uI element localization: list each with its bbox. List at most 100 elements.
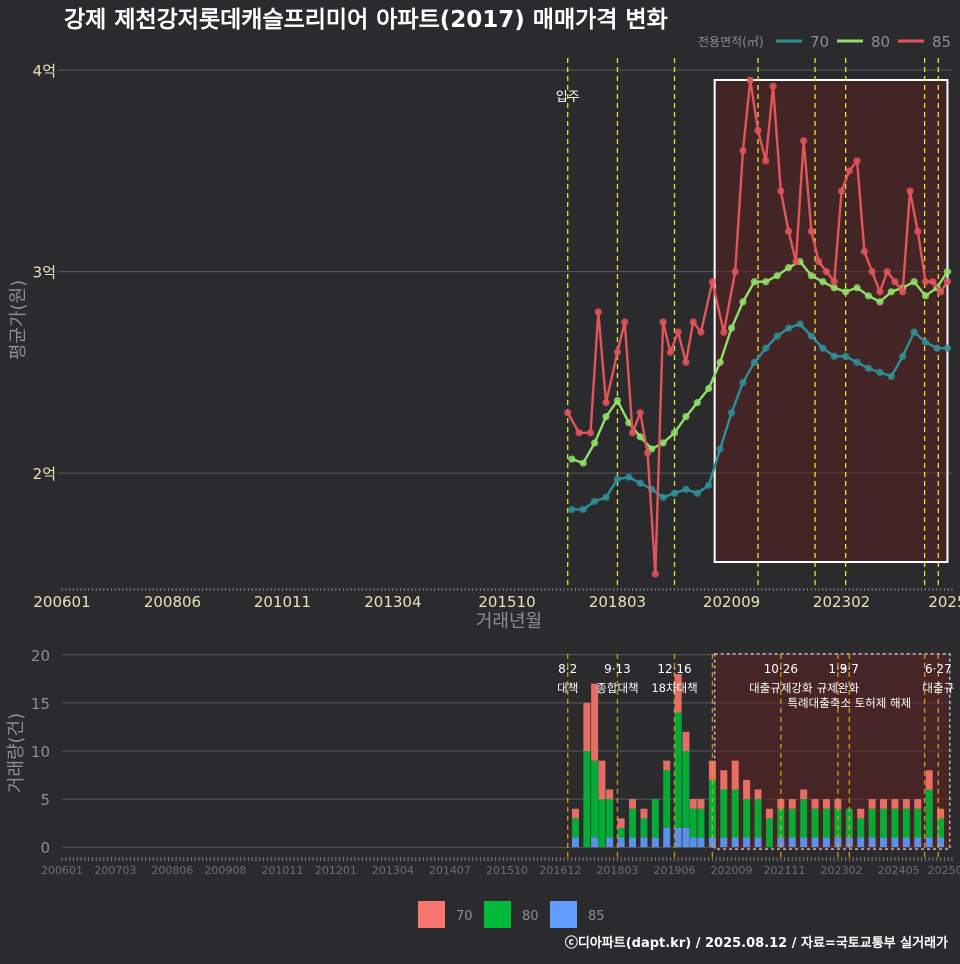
data-point-85 (575, 429, 583, 437)
data-point-85 (899, 288, 907, 296)
data-point-70 (807, 332, 816, 340)
volume-bar-85 (834, 837, 842, 848)
lower-y-axis-title: 거래량(건) (6, 713, 27, 793)
data-point-80 (602, 413, 610, 421)
data-point-80 (943, 268, 952, 276)
volume-bar-80 (788, 808, 796, 838)
bottom-legend-swatch-85 (550, 901, 577, 928)
data-point-80 (910, 278, 918, 286)
volume-bar-85 (629, 837, 637, 848)
data-point-70 (636, 479, 644, 487)
volume-bar-85 (880, 837, 888, 848)
data-point-85 (769, 82, 777, 90)
volume-bar-85 (720, 837, 728, 848)
data-point-85 (914, 227, 922, 235)
lower-y-tick-label: 20 (31, 647, 50, 665)
data-point-80 (750, 278, 758, 286)
policy-name-label: 종합대책 (596, 681, 638, 695)
data-point-85 (807, 227, 816, 235)
data-point-80 (727, 324, 736, 332)
top-legend: 전용면적(㎡) 70 80 85 (698, 33, 951, 51)
volume-bar-70 (914, 799, 922, 809)
upper-y-axis-title: 평균가(원) (8, 280, 29, 360)
policy-date-label: 10·26 (764, 662, 798, 676)
data-point-70 (864, 364, 873, 372)
volume-bar-80 (822, 808, 830, 838)
volume-bar-80 (891, 808, 899, 838)
data-point-85 (594, 308, 602, 316)
lower-y-tick-label: 15 (31, 695, 50, 713)
data-point-85 (883, 268, 891, 276)
volume-bar-80 (606, 799, 614, 838)
data-point-80 (762, 278, 770, 286)
legend-label-80: 80 (871, 33, 890, 51)
volume-bar-70 (640, 808, 648, 819)
upper-x-axis-title: 거래년월 (476, 611, 542, 632)
data-point-85 (586, 429, 595, 437)
data-point-85 (754, 126, 762, 135)
upper-highlight-region (713, 79, 949, 563)
bottom-legend-swatch-80 (484, 901, 511, 928)
volume-bar-80 (720, 789, 728, 838)
policy-date-label: 9·7 (840, 662, 859, 676)
volume-bar-85 (617, 837, 625, 848)
volume-bar-70 (891, 799, 899, 809)
data-point-80 (830, 284, 838, 292)
legend-label-70: 70 (810, 33, 829, 51)
bottom-legend-swatch-70 (418, 901, 445, 928)
lower-x-tick-label: 200703 (94, 864, 136, 877)
volume-bar-85 (731, 837, 739, 848)
volume-bar-70 (743, 779, 751, 800)
data-point-70 (910, 328, 918, 336)
data-point-70 (899, 352, 907, 360)
data-point-85 (929, 278, 937, 286)
volume-bar-85 (937, 837, 945, 848)
upper-y-tick-label: 4억 (33, 62, 56, 80)
data-point-80 (636, 433, 644, 441)
data-point-70 (693, 489, 701, 497)
lower-x-tick-label: 201304 (372, 864, 414, 877)
policy-name-label: 18차대책 (651, 681, 697, 695)
data-point-70 (921, 338, 930, 346)
volume-bar-70 (811, 799, 819, 809)
volume-bar-70 (902, 799, 910, 809)
lower-x-tick-label: 201407 (429, 864, 471, 877)
data-point-80 (670, 429, 679, 437)
data-point-80 (842, 288, 850, 296)
data-point-85 (845, 167, 853, 175)
upper-x-tick-label: 202302 (813, 593, 870, 611)
data-point-85 (785, 227, 793, 235)
data-point-80 (716, 358, 724, 366)
volume-bar-85 (674, 827, 682, 848)
volume-bar-70 (937, 808, 945, 819)
data-point-85 (800, 137, 808, 145)
volume-bar-70 (788, 799, 796, 809)
volume-bar-70 (583, 702, 591, 751)
data-point-85 (697, 328, 705, 336)
data-point-85 (708, 278, 716, 286)
volume-bar-85 (754, 837, 762, 848)
data-point-80 (705, 384, 713, 393)
volume-bar-70 (571, 808, 579, 819)
volume-bar-80 (868, 808, 876, 838)
data-point-85 (936, 288, 945, 296)
data-point-70 (943, 344, 952, 352)
data-point-85 (628, 429, 637, 437)
data-point-70 (750, 358, 758, 366)
data-point-70 (796, 320, 804, 328)
data-point-85 (621, 318, 629, 326)
data-point-70 (727, 409, 736, 417)
data-point-85 (674, 328, 682, 336)
data-point-70 (830, 352, 838, 360)
volume-bar-70 (674, 674, 682, 713)
volume-bar-85 (788, 837, 796, 848)
volume-bar-80 (880, 808, 888, 838)
data-point-85 (906, 187, 914, 195)
upper-x-tick-label: 200601 (33, 593, 90, 611)
volume-bar-80 (754, 799, 762, 838)
data-point-85 (666, 348, 674, 356)
data-point-70 (853, 358, 861, 366)
upper-x-tick-label: 200806 (144, 593, 201, 611)
data-point-85 (689, 318, 697, 326)
volume-bar-85 (606, 837, 614, 848)
